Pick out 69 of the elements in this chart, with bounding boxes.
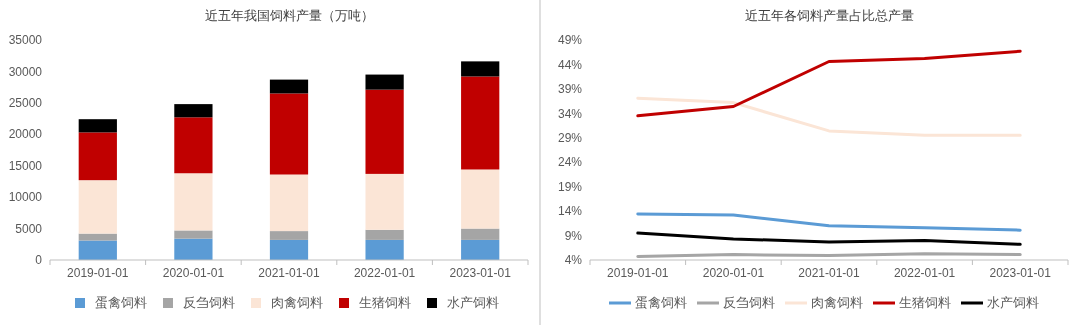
bar	[269, 231, 309, 240]
bar	[365, 239, 404, 260]
x-tick-label: 2021-01-01	[258, 266, 321, 280]
y-tick-label: 4%	[564, 253, 583, 268]
bar	[174, 238, 213, 260]
x-tick-label: 2019-01-01	[67, 266, 129, 280]
bar	[78, 180, 117, 234]
y-tick-label: 35000	[8, 33, 43, 48]
bar	[174, 104, 213, 118]
x-tick-label: 2021-01-01	[798, 266, 861, 280]
legend-label: 肉禽饲料	[271, 295, 323, 310]
bar	[78, 132, 117, 181]
y-tick-label: 14%	[557, 204, 583, 219]
y-tick-label: 15000	[8, 158, 43, 173]
bar	[78, 240, 117, 260]
y-tick-label: 19%	[557, 179, 583, 194]
legend-label: 蛋禽饲料	[635, 295, 687, 310]
bar	[78, 119, 117, 133]
line-series	[636, 96, 1022, 137]
bar	[174, 173, 213, 231]
bar	[365, 173, 404, 230]
x-tick-label: 2022-01-01	[893, 266, 956, 280]
y-tick-label: 34%	[557, 106, 583, 121]
y-tick-label: 30000	[8, 64, 43, 79]
bar	[365, 74, 404, 90]
bar	[269, 239, 309, 260]
y-tick-label: 24%	[557, 155, 583, 170]
legend-label: 生猪饲料	[899, 295, 951, 310]
bar	[269, 93, 309, 175]
legend-label: 反刍饲料	[183, 295, 235, 310]
bar	[461, 228, 500, 240]
bar	[269, 174, 309, 232]
y-tick-label: 9%	[564, 228, 583, 243]
bar	[78, 233, 117, 241]
y-tick-label: 49%	[557, 33, 583, 48]
line-series	[636, 231, 1022, 246]
x-tick-label: 2022-01-01	[353, 266, 416, 280]
x-tick-label: 2020-01-01	[702, 266, 765, 280]
bar	[461, 61, 500, 77]
legend-label: 水产饲料	[987, 295, 1039, 310]
x-tick-label: 2023-01-01	[989, 266, 1052, 280]
legend-label: 蛋禽饲料	[95, 295, 147, 310]
x-tick-label: 2019-01-01	[607, 266, 669, 280]
bar	[365, 89, 404, 174]
y-tick-label: 25000	[8, 96, 43, 111]
legend-label: 水产饲料	[447, 295, 499, 310]
legend-label: 反刍饲料	[723, 295, 775, 310]
x-tick-label: 2020-01-01	[162, 266, 225, 280]
line-series	[636, 49, 1022, 118]
x-tick-label: 2023-01-01	[449, 266, 512, 280]
y-tick-label: 29%	[557, 130, 583, 145]
legend-label: 肉禽饲料	[811, 295, 863, 310]
bar	[365, 229, 404, 240]
y-tick-label: 5000	[15, 221, 43, 236]
y-tick-label: 39%	[557, 82, 583, 97]
y-tick-label: 0	[35, 253, 43, 268]
bar	[461, 239, 500, 260]
y-tick-label: 44%	[557, 57, 583, 72]
line-series	[636, 212, 1022, 232]
chart-title: 近五年各饲料产量占比总产量	[744, 8, 914, 23]
bar	[269, 79, 309, 94]
y-tick-label: 20000	[8, 127, 43, 142]
y-tick-label: 10000	[8, 190, 43, 205]
bar	[461, 76, 500, 170]
bar	[461, 169, 500, 229]
legend-label: 生猪饲料	[359, 295, 411, 310]
chart-title: 近五年我国饲料产量（万吨）	[204, 8, 374, 23]
bar	[174, 117, 213, 174]
bar	[174, 230, 213, 239]
